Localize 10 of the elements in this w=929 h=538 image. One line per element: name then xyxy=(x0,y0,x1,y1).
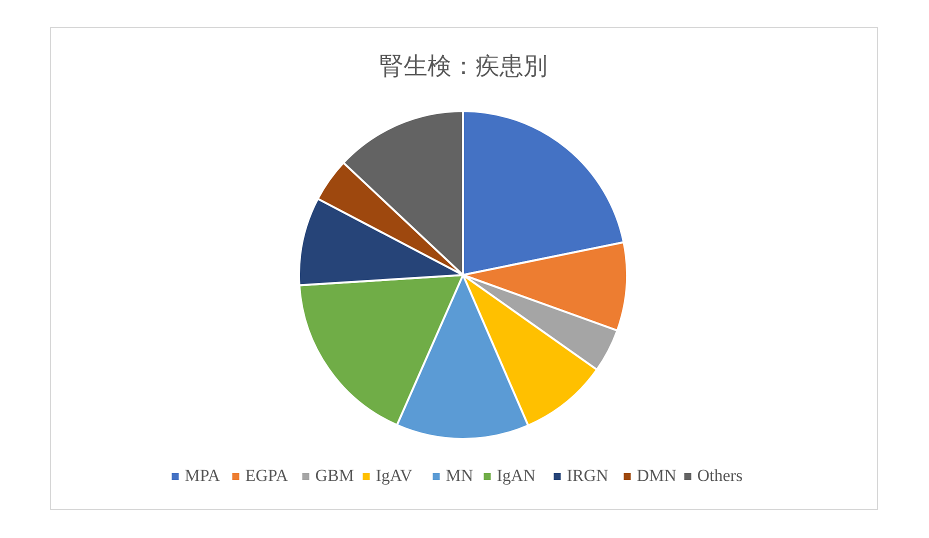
legend-label: GBM xyxy=(315,466,354,485)
chart-title: 腎生検：疾患別 xyxy=(380,54,548,80)
legend-label: EGPA xyxy=(245,466,289,485)
legend-label: IgAV xyxy=(376,466,413,485)
legend-label: DMN xyxy=(636,466,676,485)
legend-label: MN xyxy=(446,466,474,485)
legend-label: MPA xyxy=(184,466,221,485)
legend-label: IgAN xyxy=(496,466,536,485)
legend-label: Others xyxy=(697,466,743,485)
legend-label: IRGN xyxy=(566,466,608,485)
